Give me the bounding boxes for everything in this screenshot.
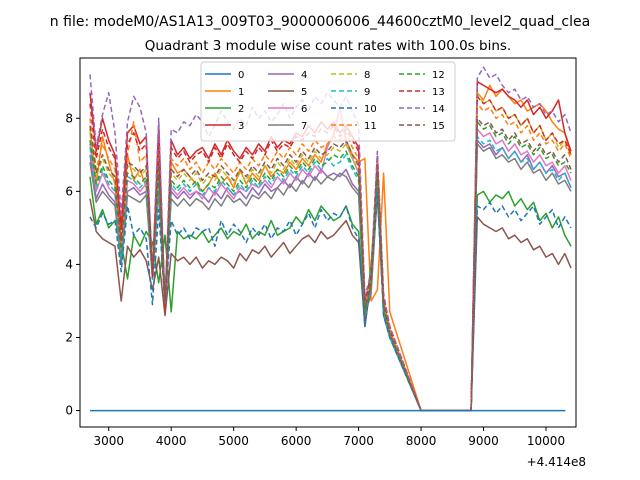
legend-label-10: 10 [364, 104, 377, 115]
x-tick-label: 8000 [406, 434, 437, 448]
x-tick-label: 6000 [281, 434, 312, 448]
chart-title: Quadrant 3 module wise count rates with … [145, 38, 511, 54]
series-line-12 [89, 121, 572, 412]
legend-label-11: 11 [364, 121, 377, 132]
y-tick-label: 6 [65, 184, 73, 198]
series-line-15 [89, 117, 572, 412]
legend-label-15: 15 [432, 121, 445, 132]
x-tick-label: 3000 [93, 434, 124, 448]
legend-label-2: 2 [238, 104, 244, 115]
legend-label-13: 13 [432, 87, 445, 98]
y-tick-label: 0 [65, 404, 73, 418]
x-tick-label: 9000 [468, 434, 499, 448]
x-offset-label: +4.414e8 [527, 455, 586, 469]
legend-label-0: 0 [238, 70, 244, 81]
legend-label-9: 9 [364, 87, 370, 98]
legend-label-1: 1 [238, 87, 244, 98]
y-tick-label: 2 [65, 330, 73, 344]
legend-label-12: 12 [432, 70, 445, 81]
legend-frame [200, 61, 456, 142]
x-tick-label: 7000 [343, 434, 374, 448]
legend-label-6: 6 [301, 104, 307, 115]
series-line-5 [89, 194, 572, 412]
legend-label-8: 8 [364, 70, 370, 81]
legend-label-4: 4 [301, 70, 307, 81]
legend-label-14: 14 [432, 104, 445, 115]
figure-suptitle: n file: modeM0/AS1A13_009T03_9000006006_… [50, 14, 590, 30]
series-line-13 [89, 95, 572, 412]
y-tick-label: 4 [65, 257, 73, 271]
tick-layer: 3000 4000 5000 6000 7000 8000 9000 10000 0 2 4 6 8 [65, 111, 565, 448]
x-tick-label: 10000 [527, 434, 565, 448]
legend-label-3: 3 [238, 121, 244, 132]
plot-frame [79, 57, 577, 428]
x-tick-label: 5000 [218, 434, 249, 448]
legend-label-7: 7 [301, 121, 307, 132]
legend-label-5: 5 [301, 87, 307, 98]
x-tick-label: 4000 [156, 434, 187, 448]
y-tick-label: 8 [65, 111, 73, 125]
series-line-2 [89, 175, 572, 412]
